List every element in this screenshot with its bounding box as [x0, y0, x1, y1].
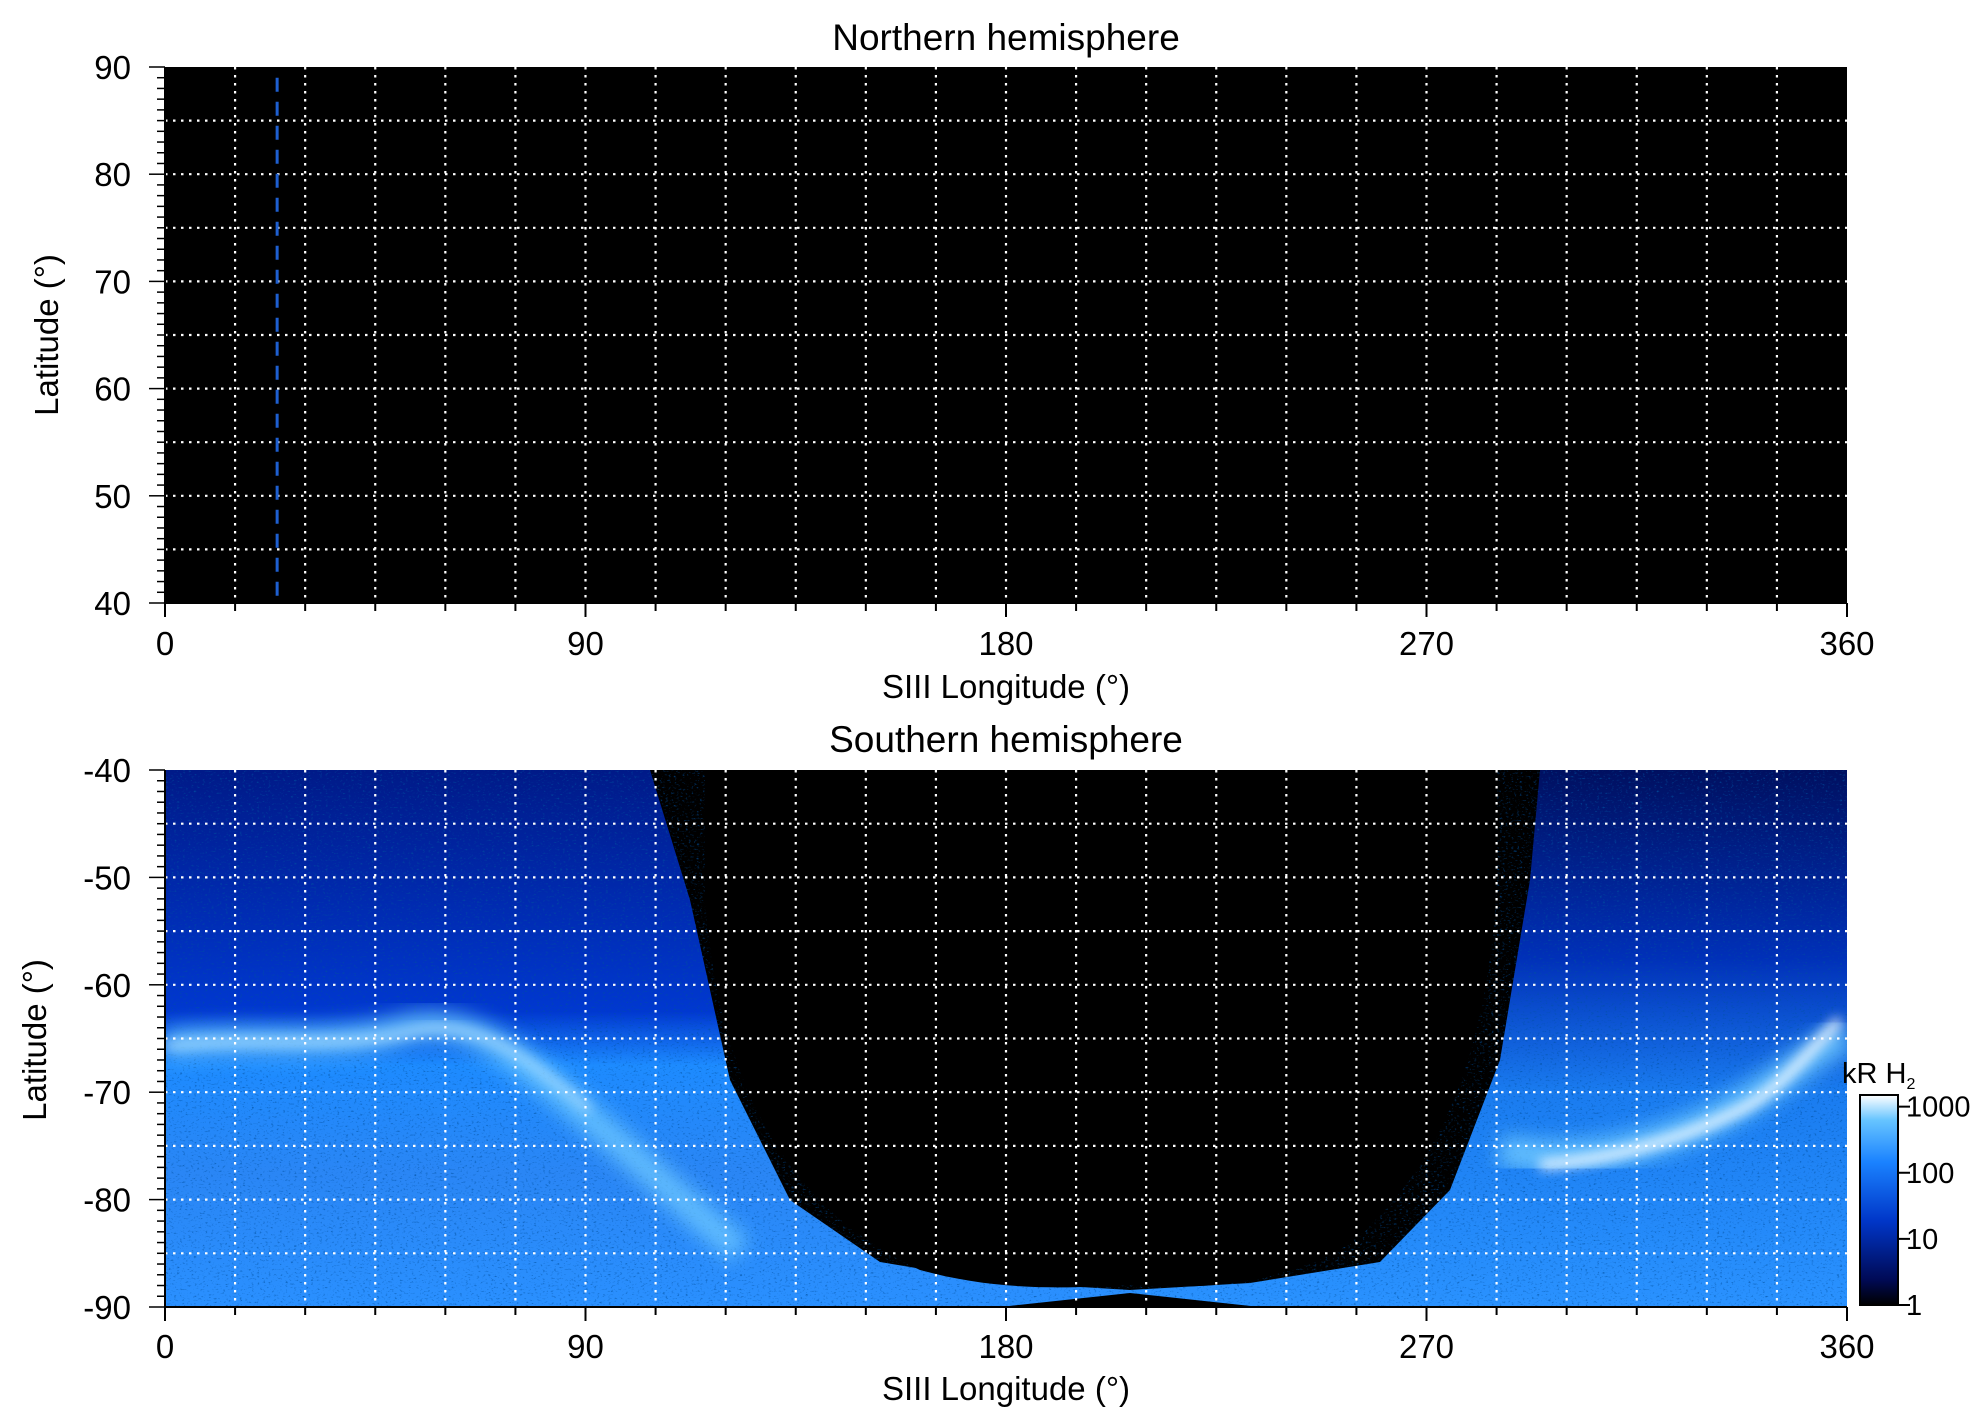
- south-x-tick-label: 360: [1819, 1328, 1874, 1365]
- north-y-tick-label: 70: [94, 263, 131, 300]
- south-y-tick-label: -90: [83, 1289, 131, 1326]
- north-y-tick-label: 40: [94, 585, 131, 622]
- colorbar-ticks: 1000 100 10 1: [1898, 1092, 1971, 1322]
- south-grid: [165, 770, 1847, 1307]
- south-y-tick-label: -50: [83, 859, 131, 896]
- north-x-tick-label: 180: [978, 625, 1033, 662]
- colorbar-tick-label: 100: [1906, 1158, 1954, 1190]
- north-grid: [165, 67, 1847, 603]
- south-y-label: Latitude (°): [16, 959, 53, 1121]
- north-y-tick-label: 80: [94, 156, 131, 193]
- colorbar-label: kR H2: [1842, 1058, 1915, 1093]
- south-x-tick-label: 90: [567, 1328, 604, 1365]
- north-y-tick-label: 60: [94, 371, 131, 408]
- north-x-tick-label: 0: [156, 625, 174, 662]
- south-x-tick-label: 0: [156, 1328, 174, 1365]
- north-y-label: Latitude (°): [28, 254, 65, 416]
- south-y-tick-label: -80: [83, 1182, 131, 1219]
- north-axes: 0 90 180 270 360 40 50 60 70 80 90: [94, 49, 1874, 662]
- south-x-tick-label: 270: [1399, 1328, 1454, 1365]
- south-y-tick-label: -60: [83, 967, 131, 1004]
- north-y-tick-label: 50: [94, 478, 131, 515]
- south-y-tick-label: -70: [83, 1074, 131, 1111]
- colorbar-tick-label: 1: [1906, 1290, 1922, 1322]
- north-x-tick-label: 360: [1819, 625, 1874, 662]
- colorbar: [1859, 1094, 1899, 1306]
- south-x-label: SIII Longitude (°): [882, 1370, 1130, 1407]
- colorbar-tick-label: 10: [1906, 1224, 1938, 1256]
- south-title: Southern hemisphere: [829, 719, 1183, 760]
- colorbar-tick-label: 1000: [1906, 1092, 1971, 1124]
- north-x-tick-label: 90: [567, 625, 604, 662]
- south-x-tick-label: 180: [978, 1328, 1033, 1365]
- north-x-label: SIII Longitude (°): [882, 668, 1130, 705]
- north-title: Northern hemisphere: [832, 17, 1180, 58]
- north-y-tick-label: 90: [94, 49, 131, 86]
- north-x-tick-label: 270: [1399, 625, 1454, 662]
- south-y-tick-label: -40: [83, 752, 131, 789]
- south-axes: 0 90 180 270 360 -40 -50 -60 -70 -80 -90: [83, 752, 1874, 1365]
